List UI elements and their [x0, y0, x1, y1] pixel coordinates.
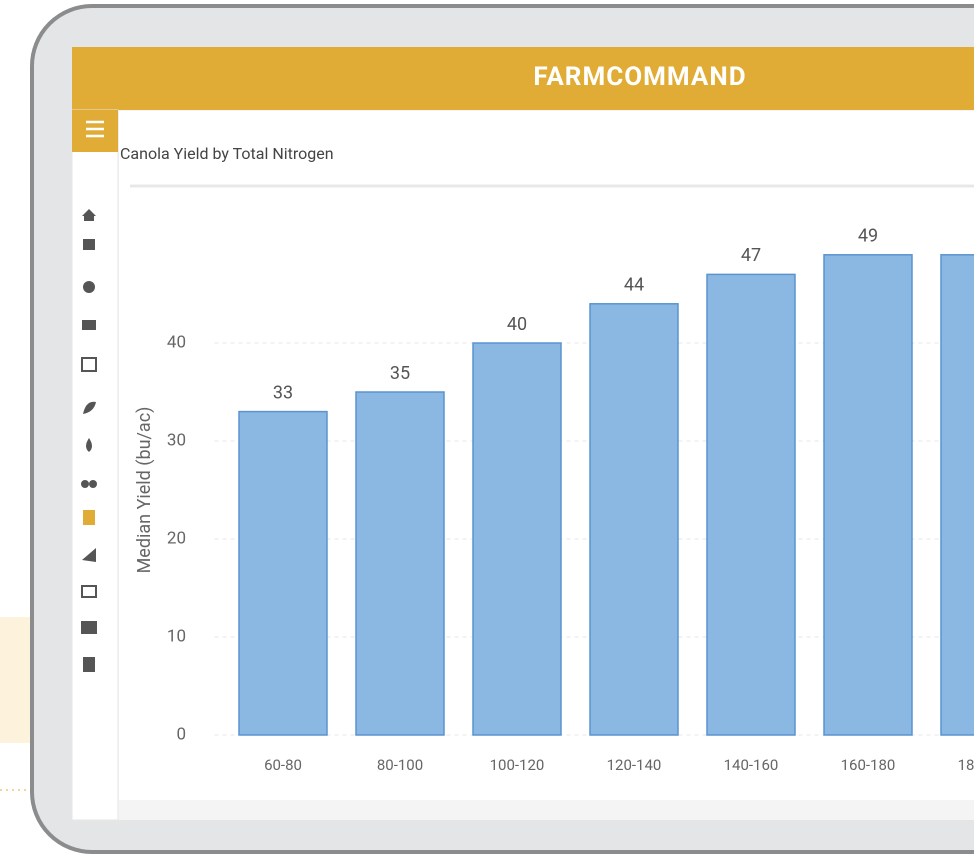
- nav-icons: [81, 209, 97, 672]
- bar: [706, 273, 796, 736]
- contacts-icon[interactable]: [81, 621, 97, 634]
- map-icon[interactable]: [83, 239, 95, 250]
- x-tick-label: 60-80: [264, 756, 302, 774]
- bar: [940, 254, 974, 736]
- weather-icon[interactable]: [83, 281, 95, 293]
- files-icon[interactable]: [81, 585, 97, 598]
- scout-icon[interactable]: [81, 480, 89, 488]
- top-bar: [72, 47, 974, 110]
- y-tick-label: 30: [167, 430, 186, 450]
- y-axis-label: Median Yield (bu/ac): [134, 407, 155, 574]
- equipment-icon[interactable]: [82, 320, 96, 330]
- value-label: 33: [273, 382, 293, 403]
- x-tick-label: 80-100: [377, 756, 423, 774]
- field-icon[interactable]: [82, 548, 96, 562]
- brand: FARMCOMMAND: [533, 62, 746, 92]
- calendar-icon[interactable]: [81, 357, 97, 372]
- value-label: 47: [741, 245, 761, 266]
- content-footer: [119, 800, 974, 820]
- bar: [238, 410, 328, 736]
- bar: [472, 342, 562, 736]
- x-tick-label: 100-120: [490, 756, 545, 774]
- bar: [823, 254, 913, 736]
- value-label: 40: [507, 314, 527, 335]
- value-label: 49: [858, 226, 878, 247]
- home-icon[interactable]: [82, 209, 96, 221]
- bar: [355, 391, 445, 736]
- water-icon[interactable]: [86, 438, 92, 452]
- x-tick-label: 140-160: [724, 756, 779, 774]
- chart-title: Canola Yield by Total Nitrogen: [120, 144, 334, 163]
- value-label: 35: [390, 363, 410, 384]
- sidebar: [71, 109, 119, 821]
- y-tick-label: 20: [167, 528, 186, 548]
- menu-icon: [86, 120, 104, 138]
- reports-icon[interactable]: [83, 510, 95, 525]
- x-tick-label: 180-200: [958, 756, 974, 774]
- menu-button[interactable]: [72, 110, 118, 152]
- storage-icon[interactable]: [83, 657, 95, 672]
- bar: [589, 303, 679, 736]
- x-tick-label: 120-140: [607, 756, 662, 774]
- y-tick-label: 40: [167, 332, 186, 352]
- y-tick-label: 0: [176, 724, 186, 744]
- y-tick-label: 10: [167, 626, 186, 646]
- x-tick-label: 160-180: [841, 756, 896, 774]
- value-label: 44: [624, 275, 644, 296]
- crop-icon[interactable]: [83, 401, 96, 414]
